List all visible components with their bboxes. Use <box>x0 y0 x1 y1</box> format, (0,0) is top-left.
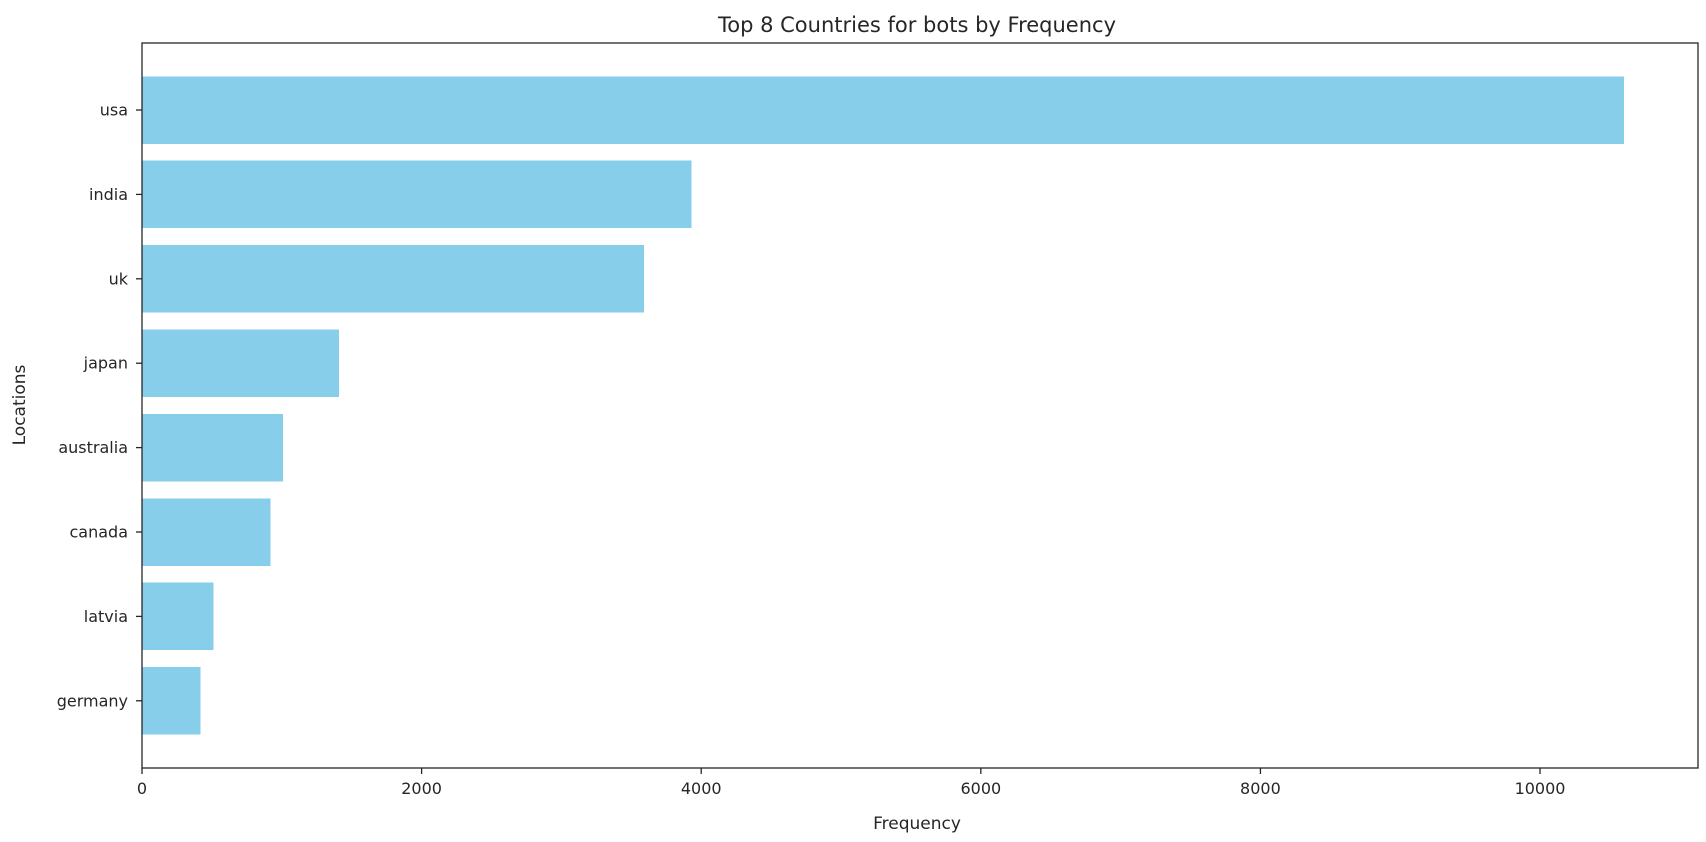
chart-title: Top 8 Countries for bots by Frequency <box>717 13 1116 37</box>
y-tick-label-uk: uk <box>109 269 129 288</box>
bar-uk <box>142 245 644 313</box>
y-tick-label-japan: japan <box>83 354 128 373</box>
y-axis: usa india uk japan australia canada latvia germ… <box>57 101 142 710</box>
x-axis-label: Frequency <box>873 814 961 834</box>
x-tick-label-8000: 8000 <box>1240 779 1281 798</box>
y-tick-label-usa: usa <box>100 101 128 120</box>
y-tick-label-germany: germany <box>57 691 128 710</box>
x-tick-label-0: 0 <box>137 779 147 798</box>
bar-japan <box>142 329 340 397</box>
y-tick-label-latvia: latvia <box>84 607 128 626</box>
y-tick-label-india: india <box>89 185 128 204</box>
bar-india <box>142 160 692 229</box>
x-tick-label-2000: 2000 <box>401 779 442 798</box>
plot-frame <box>141 42 1699 769</box>
x-tick-label-10000: 10000 <box>1515 779 1566 798</box>
bar-latvia <box>142 582 214 651</box>
bar-usa <box>142 76 1624 144</box>
x-axis: 0 2000 4000 6000 8000 10000 <box>137 768 1566 798</box>
y-tick-label-australia: australia <box>58 438 128 457</box>
x-tick-label-4000: 4000 <box>681 779 722 798</box>
x-tick-label-6000: 6000 <box>960 779 1001 798</box>
y-axis-label: Locations <box>10 364 30 445</box>
bar-canada <box>142 498 271 566</box>
bar-germany <box>142 667 201 735</box>
bar-australia <box>142 413 284 482</box>
y-tick-label-canada: canada <box>69 523 128 542</box>
bars-group <box>142 76 1624 735</box>
